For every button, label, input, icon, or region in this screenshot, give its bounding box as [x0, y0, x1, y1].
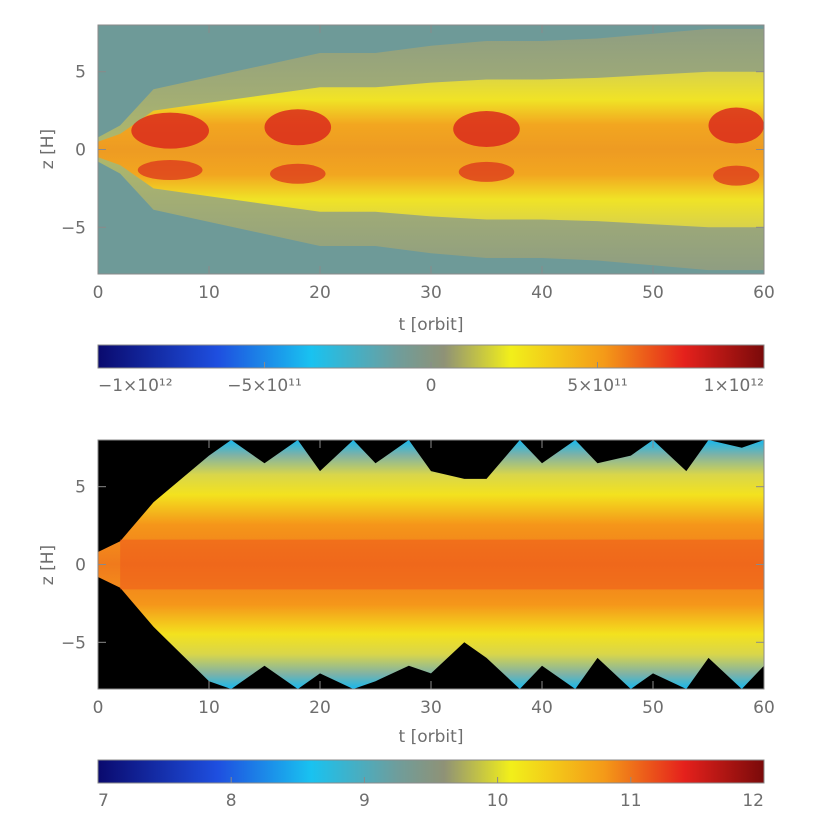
colorbar-tick-label: 8: [226, 791, 237, 811]
bottom-panel: 0 10 20 30 40 50 60 −5 0 5 t [orbit] z [H]: [38, 439, 775, 747]
x-tick-label: 0: [93, 698, 104, 718]
y-tick-label: 5: [75, 63, 86, 83]
x-tick-label: 20: [309, 698, 331, 718]
x-tick-label: 50: [642, 698, 664, 718]
colorbar-tick-label: −1×10¹²: [98, 376, 173, 396]
bottom-dense-core-patches: [120, 539, 764, 590]
colorbar-tick-label: 11: [620, 791, 642, 811]
x-tick-label: 40: [531, 283, 553, 303]
bottom-x-axis: 0 10 20 30 40 50 60: [93, 440, 775, 718]
x-tick-label: 0: [93, 283, 104, 303]
x-tick-label: 40: [531, 698, 553, 718]
colorbar-tick-label: 12: [742, 791, 764, 811]
colorbar-tick-label: 7: [98, 791, 109, 811]
top-y-axis-label: z [H]: [38, 129, 58, 169]
top-strong-field-patches: [131, 107, 764, 186]
x-tick-label: 60: [753, 283, 775, 303]
top-panel: 0 10 20 30 40 50 60 −5 0 5 t [orbit] z [H]: [38, 24, 775, 335]
y-tick-label: 0: [75, 556, 86, 576]
y-tick-label: 0: [75, 141, 86, 161]
bottom-y-axis: −5 0 5: [61, 478, 764, 653]
bottom-colorbar: 7 8 9 10 11 12: [97, 759, 765, 811]
strong-field-patch: [713, 165, 760, 186]
top-y-axis: −5 0 5: [61, 63, 764, 238]
bottom-x-axis-label: t [orbit]: [399, 727, 464, 747]
strong-field-patch: [270, 163, 326, 184]
colorbar-tick-label: 9: [359, 791, 370, 811]
bottom-colorbar-gradient: [97, 759, 765, 784]
x-tick-label: 10: [198, 283, 220, 303]
y-tick-label: 5: [75, 478, 86, 498]
top-colorbar-ticks: −1×10¹² −5×10¹¹ 0 5×10¹¹ 1×10¹²: [97, 362, 765, 396]
strong-field-patch: [708, 107, 764, 144]
dense-core: [120, 539, 764, 590]
y-tick-label: −5: [61, 218, 86, 238]
colorbar-tick-label: −5×10¹¹: [227, 376, 302, 396]
x-tick-label: 30: [420, 283, 442, 303]
colorbar-tick-label: 5×10¹¹: [567, 376, 627, 396]
x-tick-label: 30: [420, 698, 442, 718]
colorbar-tick-label: 0: [426, 376, 437, 396]
strong-field-patch: [264, 109, 332, 146]
top-x-axis: 0 10 20 30 40 50 60: [93, 25, 775, 303]
x-tick-label: 50: [642, 283, 664, 303]
bottom-y-axis-label: z [H]: [38, 545, 58, 585]
strong-field-patch: [458, 161, 515, 182]
top-colorbar: −1×10¹² −5×10¹¹ 0 5×10¹¹ 1×10¹²: [97, 344, 765, 396]
top-x-axis-label: t [orbit]: [399, 315, 464, 335]
x-tick-label: 60: [753, 698, 775, 718]
strong-field-patch: [453, 110, 520, 147]
bottom-colorbar-ticks: 7 8 9 10 11 12: [97, 777, 765, 811]
strong-field-patch: [137, 160, 203, 181]
y-tick-label: −5: [61, 633, 86, 653]
top-field-envelope: [98, 71, 764, 228]
x-tick-label: 10: [198, 698, 220, 718]
colorbar-tick-label: 1×10¹²: [704, 376, 764, 396]
x-tick-label: 20: [309, 283, 331, 303]
strong-field-patch: [131, 112, 209, 149]
colorbar-tick-label: 10: [487, 791, 509, 811]
